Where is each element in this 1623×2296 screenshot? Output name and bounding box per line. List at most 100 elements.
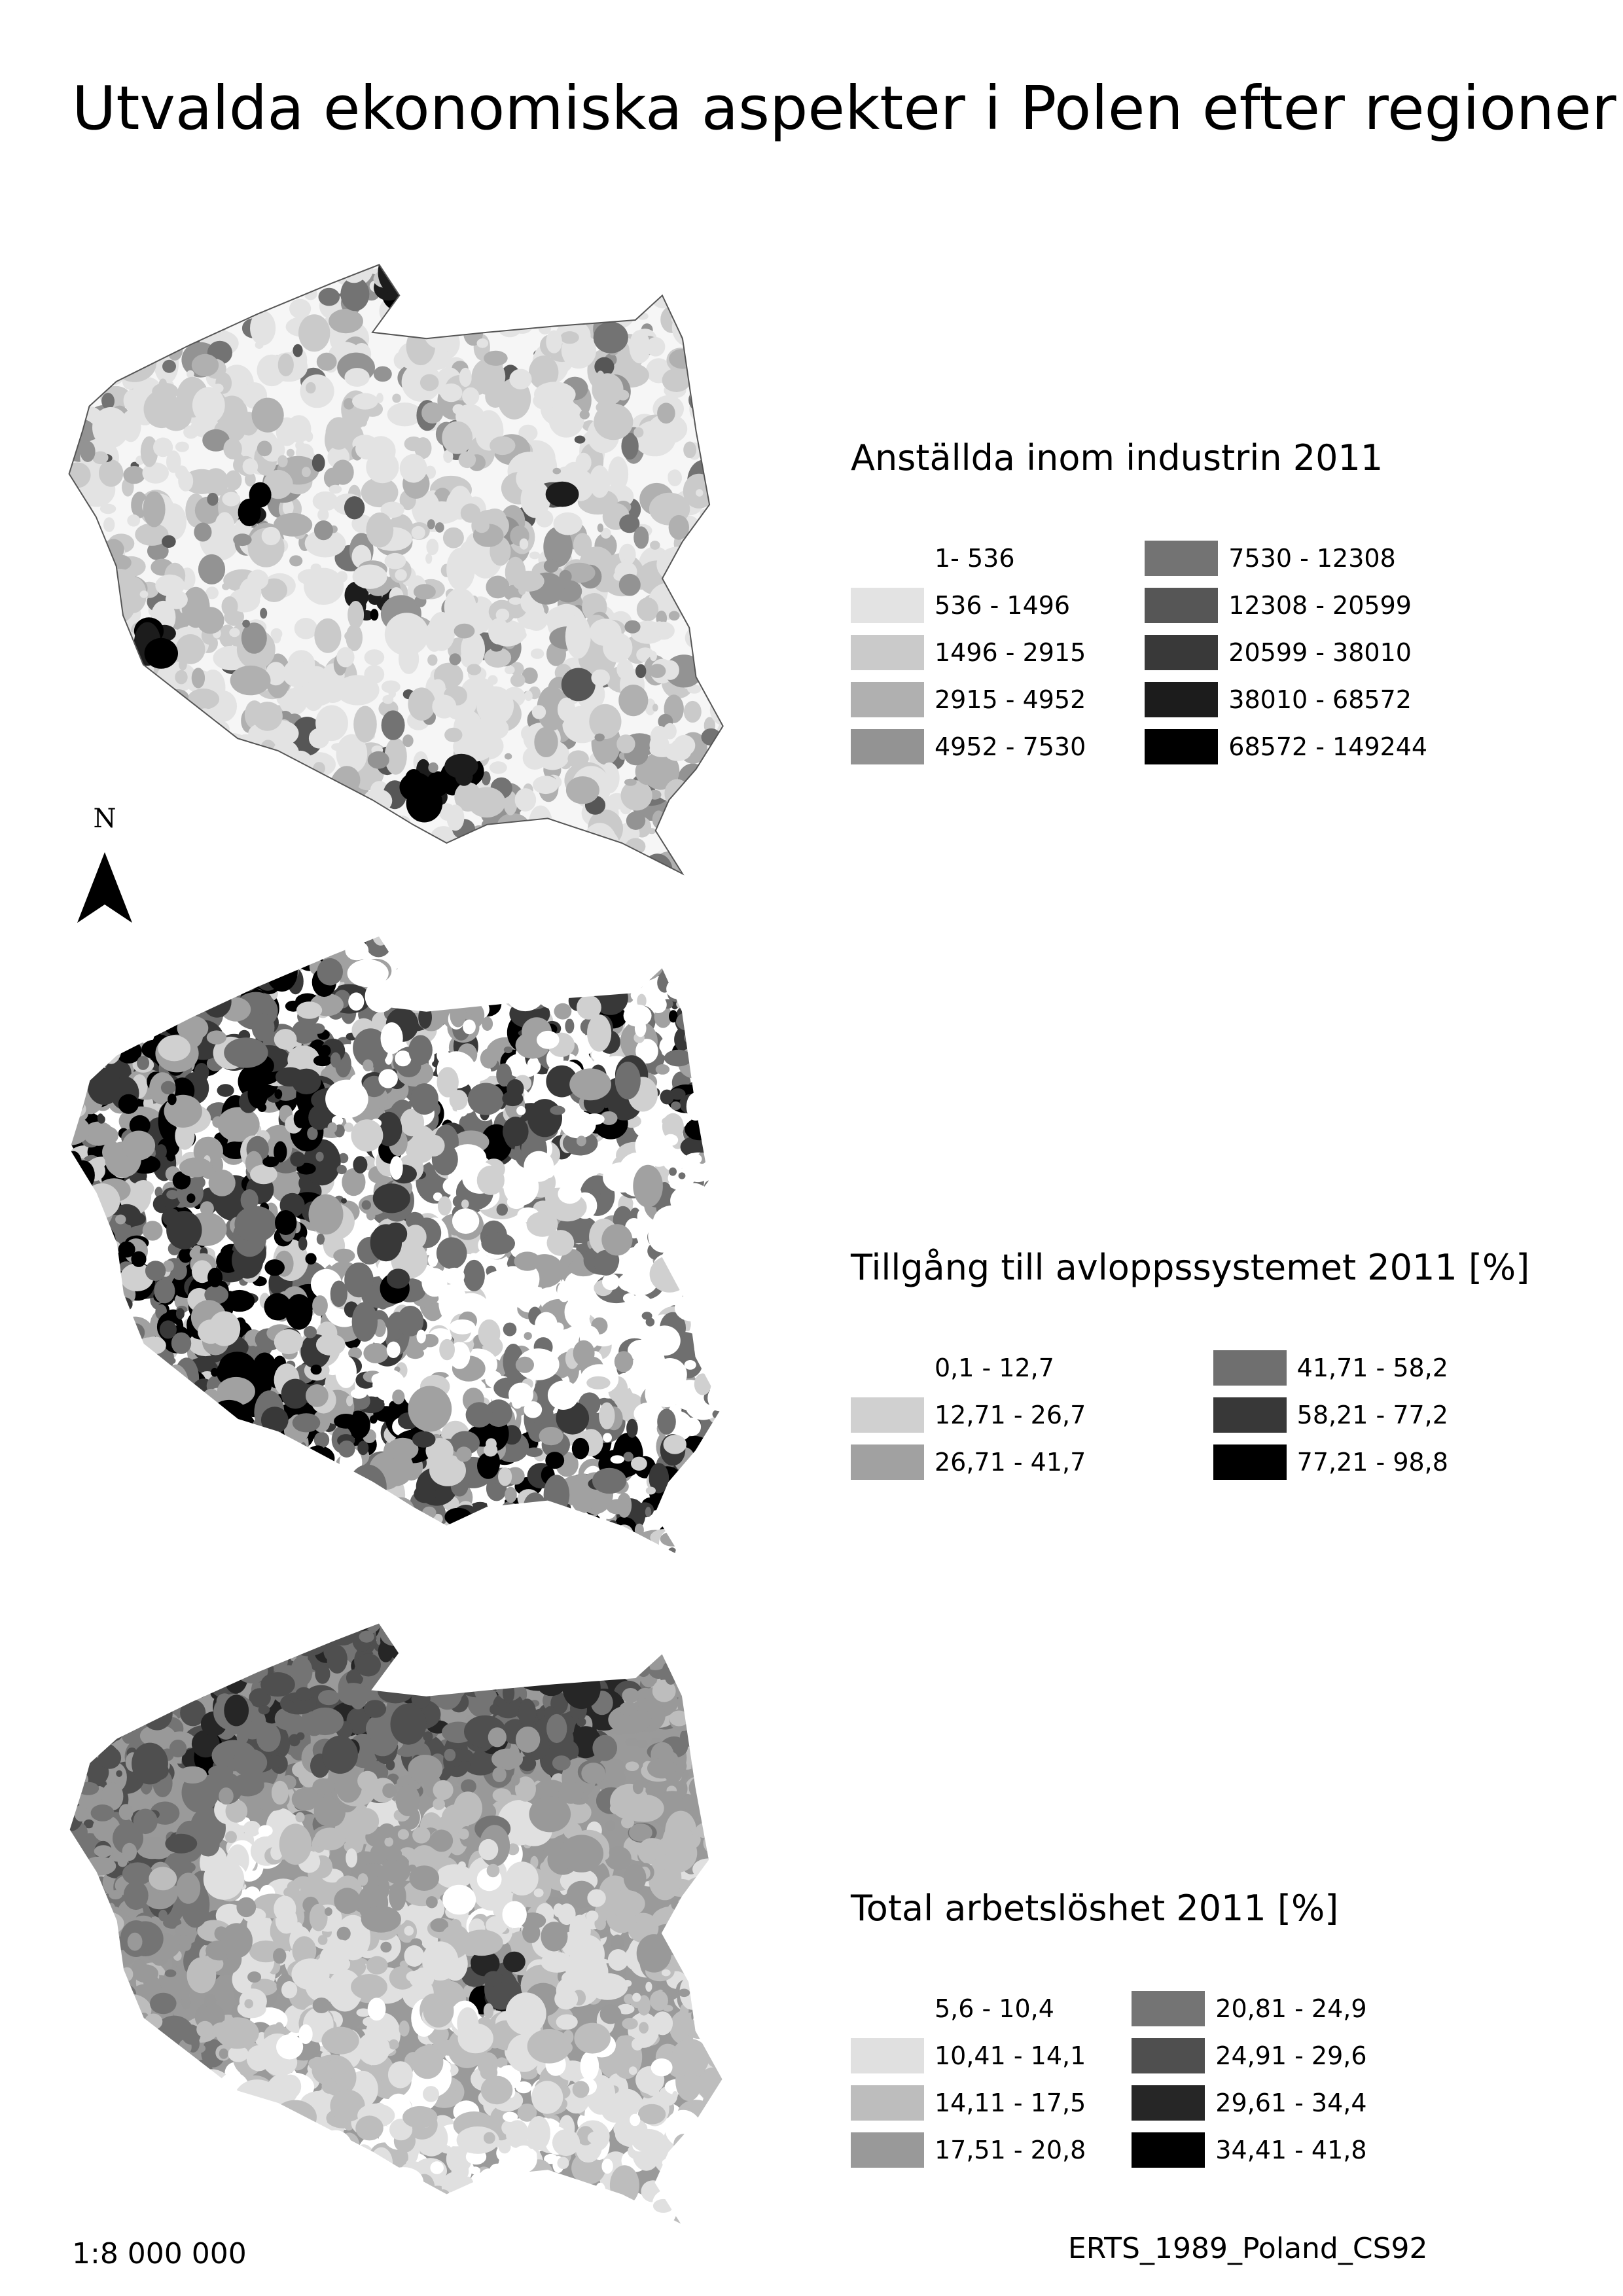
region-cell	[139, 1636, 169, 1660]
region-cell	[212, 1457, 223, 1467]
region-cell	[72, 1217, 83, 1225]
region-cell	[107, 1534, 116, 1541]
region-cell	[80, 440, 96, 462]
region-cell	[406, 1348, 424, 1359]
region-cell	[522, 667, 538, 684]
region-cell	[191, 1420, 205, 1436]
region-cell	[619, 514, 640, 533]
region-cell	[693, 785, 704, 797]
region-cell	[245, 277, 281, 308]
region-cell	[46, 770, 67, 791]
region-cell	[391, 1551, 401, 1558]
region-cell	[161, 696, 179, 715]
region-cell	[70, 1335, 77, 1345]
region-cell	[115, 2011, 137, 2034]
region-cell	[421, 501, 461, 524]
region-cell	[562, 267, 602, 303]
region-cell	[719, 298, 723, 312]
region-cell	[534, 969, 547, 985]
region-cell	[139, 590, 149, 598]
region-cell	[336, 734, 368, 774]
region-cell	[626, 937, 646, 967]
region-cell	[69, 328, 85, 348]
region-cell	[689, 1011, 705, 1037]
region-cell	[272, 2195, 289, 2212]
region-cell	[106, 1534, 139, 1558]
region-cell	[103, 998, 125, 1016]
region-cell	[450, 1528, 469, 1551]
region-cell	[242, 458, 259, 475]
region-cell	[534, 382, 576, 408]
region-cell	[120, 960, 142, 978]
region-cell	[88, 1230, 105, 1257]
region-cell	[69, 2193, 78, 2215]
region-cell	[185, 1549, 198, 1558]
region-cell	[126, 700, 147, 714]
region-cell	[126, 1444, 145, 1465]
region-cell	[113, 290, 128, 304]
region-cell	[568, 949, 577, 960]
region-cell	[202, 2156, 221, 2170]
region-cell	[175, 1308, 185, 1319]
region-cell	[191, 353, 219, 377]
region-cell	[721, 587, 723, 596]
region-cell	[70, 1374, 94, 1397]
region-cell	[149, 963, 189, 997]
region-cell	[565, 299, 579, 312]
region-cell	[128, 1463, 141, 1476]
region-cell	[202, 986, 232, 1018]
region-cell	[524, 691, 533, 702]
region-cell	[548, 401, 584, 438]
region-cell	[684, 1463, 700, 1480]
region-cell	[557, 697, 576, 722]
region-cell	[187, 1459, 217, 1492]
region-cell	[518, 833, 541, 872]
region-cell	[698, 1303, 723, 1337]
region-cell	[311, 1482, 321, 1493]
region-cell	[337, 1476, 348, 1486]
region-cell	[685, 339, 694, 348]
region-cell	[460, 503, 481, 523]
region-cell	[232, 842, 242, 850]
region-cell	[69, 579, 75, 597]
region-cell	[162, 1483, 196, 1514]
region-cell	[414, 1484, 437, 1503]
region-cell	[363, 1343, 389, 1363]
region-cell	[101, 317, 144, 363]
region-cell	[679, 319, 696, 344]
region-cell	[708, 1327, 723, 1351]
region-cell	[499, 1262, 508, 1274]
region-cell	[664, 1501, 700, 1524]
region-cell	[688, 264, 718, 295]
region-cell	[437, 773, 444, 782]
region-cell	[224, 1289, 255, 1312]
region-cell	[209, 780, 243, 821]
region-cell	[351, 1302, 378, 1342]
region-cell	[76, 1670, 108, 1698]
region-cell	[203, 1628, 231, 1653]
region-cell	[87, 1067, 122, 1105]
region-cell	[254, 1549, 266, 1558]
region-cell	[257, 1539, 298, 1558]
region-cell	[281, 2186, 296, 2200]
region-cell	[69, 2164, 75, 2195]
region-cell	[69, 1316, 105, 1346]
region-cell	[234, 780, 262, 810]
region-cell	[614, 1351, 633, 1372]
region-cell	[79, 1490, 104, 1513]
region-cell	[413, 978, 446, 999]
region-cell	[590, 1547, 621, 1558]
region-cell	[185, 935, 211, 958]
region-cell	[169, 942, 185, 958]
region-cell	[248, 863, 264, 874]
region-cell	[718, 581, 723, 597]
region-cell	[655, 1064, 670, 1075]
region-cell	[141, 1662, 167, 1677]
region-cell	[563, 1270, 597, 1301]
region-cell	[682, 546, 719, 585]
region-cell	[152, 965, 162, 975]
region-cell	[94, 967, 127, 999]
region-cell	[343, 398, 355, 410]
region-cell	[99, 459, 124, 487]
region-cell	[216, 935, 255, 974]
